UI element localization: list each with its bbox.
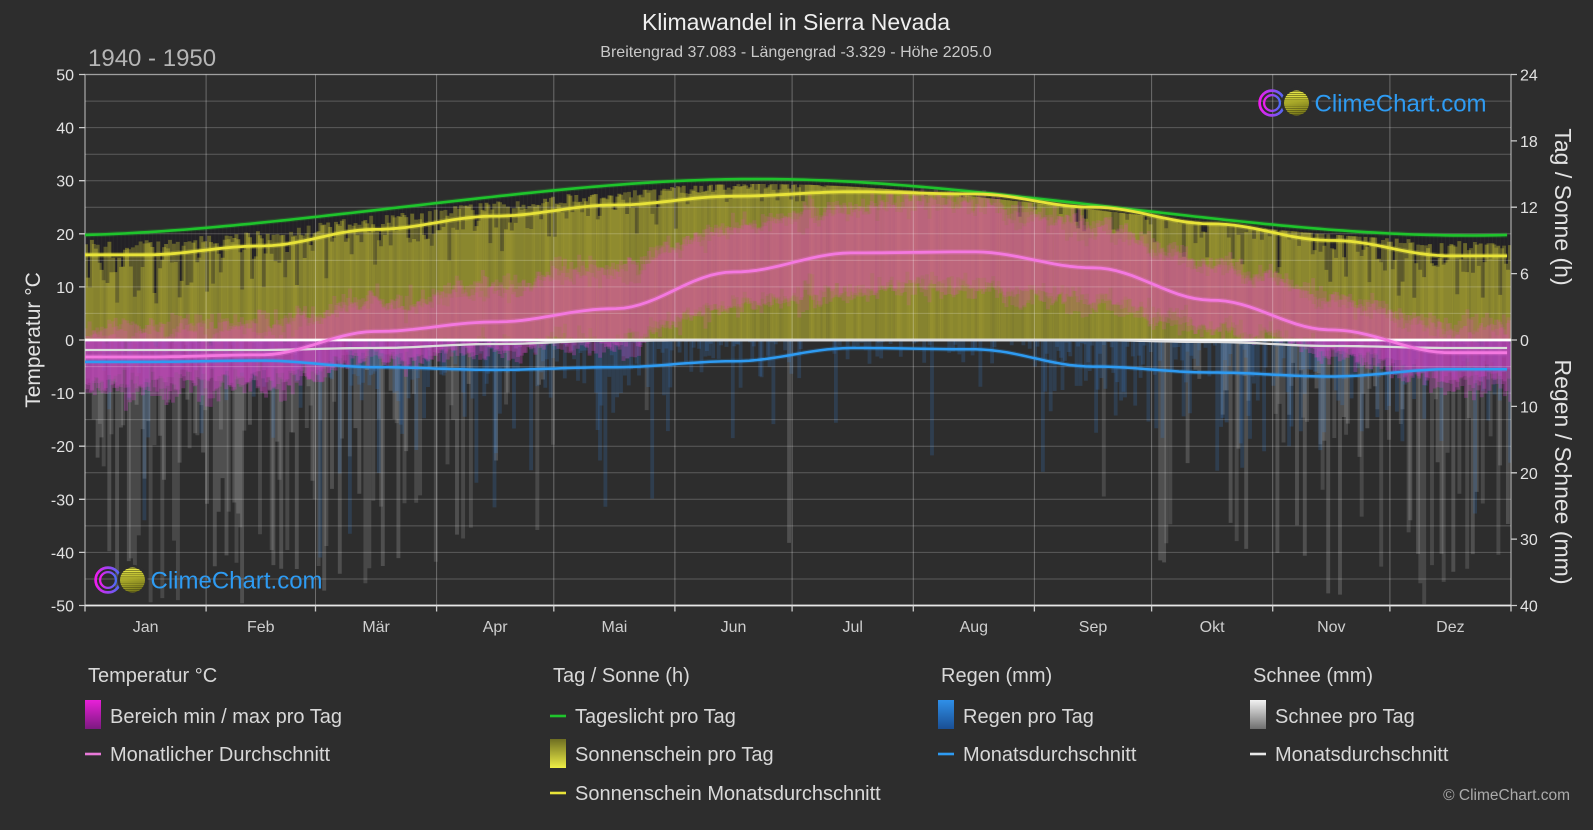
- svg-text:Tag / Sonne (h): Tag / Sonne (h): [553, 665, 690, 687]
- svg-text:Klimawandel in Sierra Nevada: Klimawandel in Sierra Nevada: [642, 9, 950, 35]
- svg-text:12: 12: [1520, 200, 1538, 217]
- svg-text:Regen / Schnee (mm): Regen / Schnee (mm): [1550, 360, 1576, 585]
- svg-text:40: 40: [56, 121, 74, 138]
- svg-text:Monatlicher Durchschnitt: Monatlicher Durchschnitt: [110, 744, 331, 766]
- svg-text:50: 50: [56, 68, 74, 85]
- svg-text:1940 - 1950: 1940 - 1950: [88, 45, 216, 72]
- svg-text:-30: -30: [51, 492, 74, 509]
- svg-text:0: 0: [65, 333, 74, 350]
- svg-text:Schnee pro Tag: Schnee pro Tag: [1275, 706, 1415, 728]
- svg-text:30: 30: [56, 174, 74, 191]
- svg-text:Okt: Okt: [1200, 619, 1225, 636]
- svg-text:© ClimeChart.com: © ClimeChart.com: [1443, 787, 1570, 804]
- svg-text:Sep: Sep: [1079, 619, 1108, 636]
- svg-text:Apr: Apr: [483, 619, 509, 636]
- svg-text:Aug: Aug: [960, 619, 988, 636]
- svg-text:Jan: Jan: [133, 619, 159, 636]
- svg-text:-40: -40: [51, 545, 74, 562]
- svg-text:Jul: Jul: [842, 619, 862, 636]
- svg-text:Regen pro Tag: Regen pro Tag: [963, 706, 1094, 728]
- svg-text:Feb: Feb: [247, 619, 275, 636]
- svg-text:-10: -10: [51, 386, 74, 403]
- svg-text:Bereich min / max pro Tag: Bereich min / max pro Tag: [110, 706, 342, 728]
- svg-text:Tag / Sonne (h): Tag / Sonne (h): [1550, 128, 1576, 285]
- svg-text:30: 30: [1520, 532, 1538, 549]
- svg-text:ClimeChart.com: ClimeChart.com: [1315, 91, 1487, 118]
- svg-text:Dez: Dez: [1436, 619, 1464, 636]
- svg-text:Breitengrad 37.083 - Längengra: Breitengrad 37.083 - Längengrad -3.329 -…: [600, 44, 992, 61]
- svg-text:Jun: Jun: [721, 619, 747, 636]
- svg-text:ClimeChart.com: ClimeChart.com: [151, 568, 323, 595]
- svg-text:Mär: Mär: [362, 619, 390, 636]
- svg-text:20: 20: [1520, 466, 1538, 483]
- svg-text:Schnee (mm): Schnee (mm): [1253, 665, 1373, 687]
- svg-text:Temperatur °C: Temperatur °C: [22, 272, 45, 408]
- svg-text:10: 10: [1520, 399, 1538, 416]
- svg-text:Sonnenschein Monatsdurchschnit: Sonnenschein Monatsdurchschnitt: [575, 783, 881, 805]
- svg-text:Monatsdurchschnitt: Monatsdurchschnitt: [1275, 744, 1449, 766]
- svg-text:Monatsdurchschnitt: Monatsdurchschnitt: [963, 744, 1137, 766]
- svg-text:18: 18: [1520, 134, 1538, 151]
- svg-text:-50: -50: [51, 599, 74, 616]
- svg-text:Regen (mm): Regen (mm): [941, 665, 1052, 687]
- svg-text:6: 6: [1520, 267, 1529, 284]
- svg-text:40: 40: [1520, 599, 1538, 616]
- svg-text:-20: -20: [51, 439, 74, 456]
- svg-text:Nov: Nov: [1317, 619, 1345, 636]
- svg-text:0: 0: [1520, 333, 1529, 350]
- svg-text:Temperatur °C: Temperatur °C: [88, 665, 217, 687]
- svg-text:Sonnenschein pro Tag: Sonnenschein pro Tag: [575, 744, 774, 766]
- svg-text:10: 10: [56, 280, 74, 297]
- svg-text:Tageslicht pro Tag: Tageslicht pro Tag: [575, 706, 736, 728]
- svg-text:24: 24: [1520, 68, 1538, 85]
- svg-text:20: 20: [56, 227, 74, 244]
- svg-text:Mai: Mai: [602, 619, 628, 636]
